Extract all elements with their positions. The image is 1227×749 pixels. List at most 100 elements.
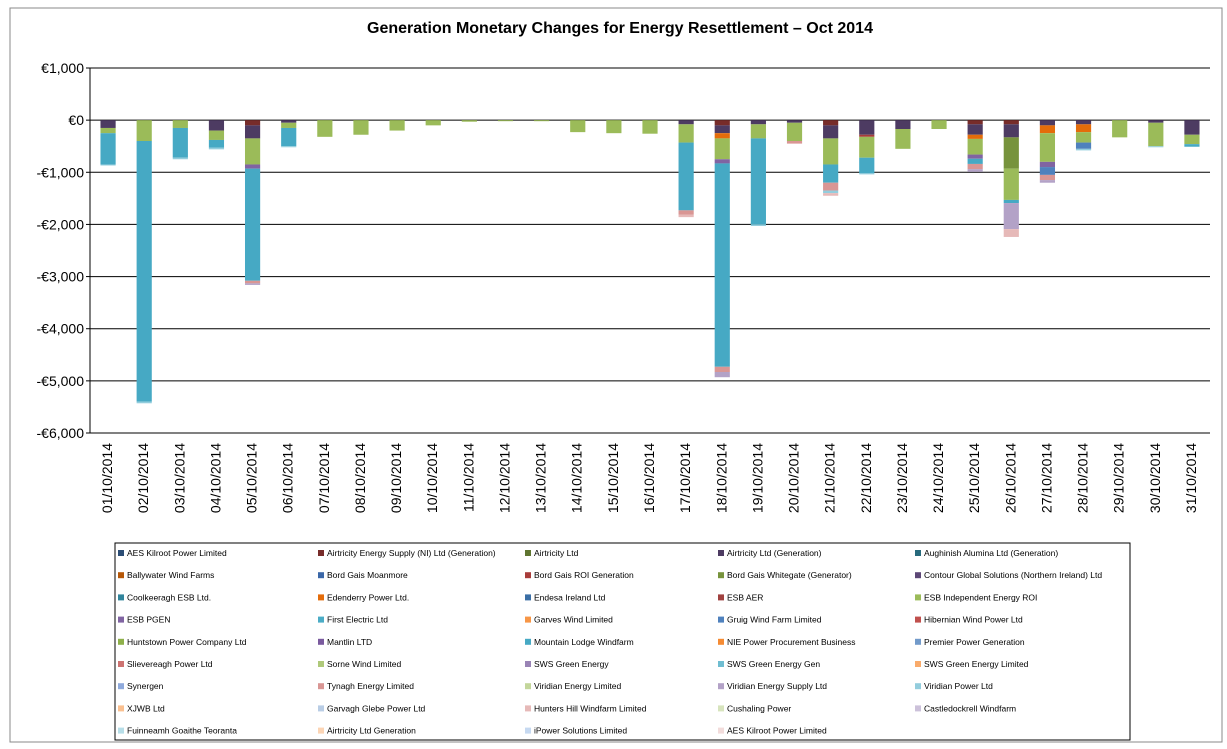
legend-label: Bord Gais ROI Generation xyxy=(534,570,634,580)
legend-swatch xyxy=(718,705,724,712)
legend-label: Contour Global Solutions (Northern Irela… xyxy=(924,570,1102,580)
x-tick-label: 05/10/2014 xyxy=(244,443,260,513)
bar-segment xyxy=(172,127,188,158)
bar-segment xyxy=(1039,133,1056,162)
legend-swatch xyxy=(915,594,921,601)
bar-segment xyxy=(859,134,875,137)
legend-label: iPower Solutions Limited xyxy=(534,726,627,736)
x-tick-label: 06/10/2014 xyxy=(280,443,296,513)
bar-segment xyxy=(714,159,730,164)
bar-segment xyxy=(859,136,875,158)
x-tick-label: 24/10/2014 xyxy=(930,443,946,513)
bar-segment xyxy=(678,210,694,215)
x-tick-label: 04/10/2014 xyxy=(207,443,223,513)
x-tick-label: 18/10/2014 xyxy=(713,443,729,513)
bar-segment xyxy=(353,120,369,135)
bar-segment xyxy=(967,134,983,139)
y-tick-label: €0 xyxy=(68,112,84,128)
bar-segment xyxy=(714,138,730,160)
bar-segment xyxy=(1184,120,1200,135)
x-tick-label: 21/10/2014 xyxy=(822,443,838,513)
legend-swatch xyxy=(318,705,324,712)
legend-swatch xyxy=(915,638,921,645)
legend-swatch xyxy=(318,616,324,623)
legend-swatch xyxy=(318,638,324,645)
bar-segment xyxy=(823,190,839,194)
bar-segment xyxy=(136,120,152,141)
bar-segment xyxy=(534,120,550,122)
legend-label: Mantlin LTD xyxy=(327,637,372,647)
legend-label: Viridian Energy Limited xyxy=(534,681,622,691)
bar-segment xyxy=(1039,120,1056,126)
bar-segment xyxy=(786,122,803,141)
bar-segment xyxy=(1003,168,1019,200)
legend-label: ESB Independent Energy ROI xyxy=(924,592,1037,602)
legend-swatch xyxy=(718,661,724,667)
bar-segment xyxy=(823,120,839,126)
x-tick-label: 12/10/2014 xyxy=(496,443,512,513)
bar-segment xyxy=(208,120,225,131)
bar-segment xyxy=(823,125,839,139)
bar-segment xyxy=(281,120,297,123)
x-tick-label: 25/10/2014 xyxy=(966,443,982,513)
legend-swatch xyxy=(718,683,724,690)
legend-label: Garves Wind Limited xyxy=(534,615,613,625)
bar-segment xyxy=(1003,120,1019,125)
legend-swatch xyxy=(718,550,724,556)
legend-label: SWS Green Energy Limited xyxy=(924,659,1029,669)
legend-swatch xyxy=(318,594,324,601)
legend-box xyxy=(114,542,1131,741)
bar-segment xyxy=(967,124,983,135)
y-tick-label: -€5,000 xyxy=(37,373,85,389)
legend-swatch xyxy=(525,594,531,601)
bar-segment xyxy=(967,169,983,172)
bar-segment xyxy=(859,157,875,174)
legend-swatch xyxy=(118,661,124,667)
x-tick-label: 29/10/2014 xyxy=(1111,443,1127,513)
legend-swatch xyxy=(915,616,921,623)
bar-segment xyxy=(1075,132,1092,143)
legend-swatch xyxy=(525,616,531,623)
bar-segment xyxy=(244,120,261,126)
x-tick-label: 16/10/2014 xyxy=(641,443,657,513)
bar-segment xyxy=(389,120,405,131)
x-tick-label: 03/10/2014 xyxy=(171,443,187,513)
bar-segment xyxy=(1075,124,1092,133)
x-tick-label: 31/10/2014 xyxy=(1183,443,1199,513)
bar-segment xyxy=(244,125,261,139)
legend-label: Airtricity Ltd (Generation) xyxy=(727,548,822,558)
bar-segment xyxy=(1003,203,1019,230)
bar-segment xyxy=(1039,125,1056,134)
bar-segment xyxy=(823,138,839,165)
bar-segment xyxy=(642,120,658,134)
legend-swatch xyxy=(915,683,921,690)
bar-segment xyxy=(967,163,983,170)
x-tick-label: 11/10/2014 xyxy=(460,443,476,512)
bar-segment xyxy=(100,133,116,165)
legend-label: Castledockrell Windfarm xyxy=(924,703,1016,713)
legend-label: Synergen xyxy=(127,681,164,691)
bar-segment xyxy=(1075,142,1092,149)
bar-segment xyxy=(714,125,730,134)
x-tick-label: 19/10/2014 xyxy=(749,443,765,513)
x-tick-label: 02/10/2014 xyxy=(135,443,151,513)
x-tick-label: 26/10/2014 xyxy=(1002,443,1018,513)
bar-segment xyxy=(678,124,694,143)
chart-border xyxy=(9,7,1223,743)
bar-segment xyxy=(281,122,297,128)
legend-label: SWS Green Energy xyxy=(534,659,609,669)
x-tick-label: 08/10/2014 xyxy=(352,443,368,513)
bar-segment xyxy=(1148,146,1164,148)
legend-label: Hibernian Wind Power Ltd xyxy=(924,615,1023,625)
legend-swatch xyxy=(318,661,324,667)
legend-swatch xyxy=(915,705,921,712)
bar-segment xyxy=(281,146,297,148)
legend-swatch xyxy=(318,550,324,556)
legend-swatch xyxy=(525,550,531,556)
legend-label: AES Kilroot Power Limited xyxy=(727,726,827,736)
legend-label: Endesa Ireland Ltd xyxy=(534,592,606,602)
bar-segment xyxy=(1184,134,1200,145)
legend-label: ESB PGEN xyxy=(127,615,170,625)
bar-segment xyxy=(859,173,875,175)
